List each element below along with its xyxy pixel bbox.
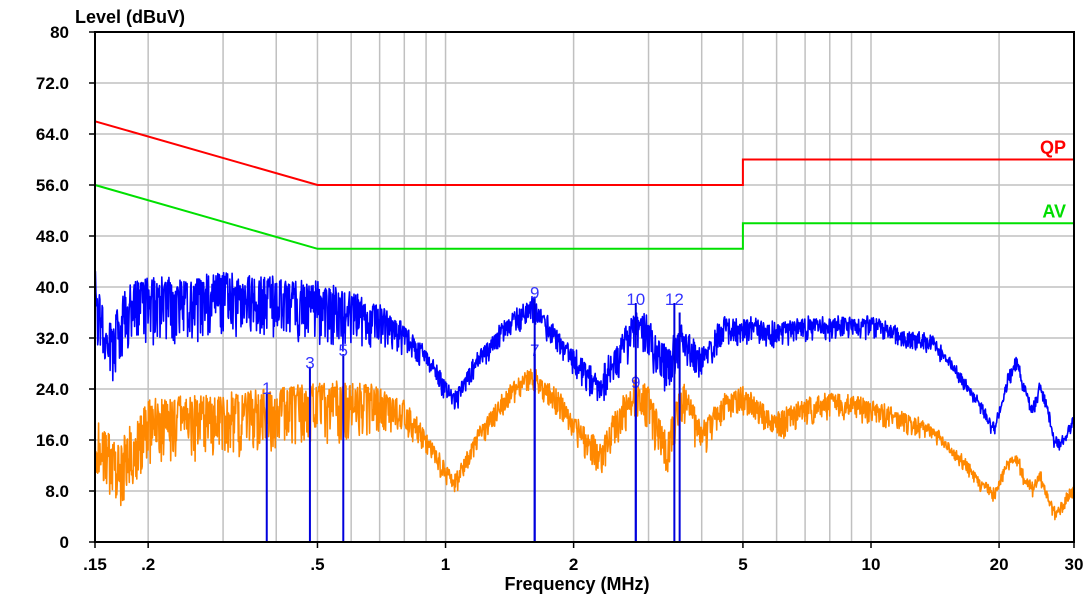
y-tick-labels: 0 8.0 16.0 24.0 32.0 40.0 48.0 56.0 64.0 72.0 80 (36, 23, 69, 552)
limit-label-av: AV (1042, 201, 1066, 221)
markers: 1357991012 (262, 284, 684, 542)
marker-label: 12 (665, 290, 684, 309)
limit-label-qp: QP (1040, 138, 1066, 158)
y-tick-label: 72.0 (36, 74, 69, 93)
y-tick-label: 0 (60, 533, 69, 552)
x-tick-label: 1 (441, 555, 450, 574)
x-tick-label: .15 (83, 555, 107, 574)
x-tick-label: .2 (141, 555, 155, 574)
y-tick-label: 40.0 (36, 278, 69, 297)
x-tick-label: 2 (569, 555, 578, 574)
marker-label: 10 (626, 290, 645, 309)
measurement-traces (94, 270, 1075, 521)
marker-label: 9 (530, 284, 539, 303)
limit-lines: QP AV (94, 120, 1074, 250)
y-tick-label: 24.0 (36, 380, 69, 399)
y-tick-label: 32.0 (36, 329, 69, 348)
y-tick-label: 16.0 (36, 431, 69, 450)
trace-line (94, 368, 1075, 521)
limit-line-qp (94, 120, 1074, 186)
x-tick-label: 30 (1065, 555, 1084, 574)
x-tick-label: 10 (862, 555, 881, 574)
x-tick-label: 5 (738, 555, 747, 574)
x-tick-labels: .15 .2 .5 1 2 5 10 20 30 (83, 555, 1083, 574)
limit-line-av (94, 184, 1074, 250)
y-tick-label: 8.0 (45, 482, 69, 501)
y-tick-label: 56.0 (36, 176, 69, 195)
plot-frame (89, 31, 1075, 548)
marker-label: 5 (339, 341, 348, 360)
trace-line (94, 270, 1075, 451)
x-tick-label: .5 (310, 555, 324, 574)
y-tick-label: 48.0 (36, 227, 69, 246)
marker-label: 1 (262, 379, 271, 398)
x-tick-label: 20 (990, 555, 1009, 574)
y-axis-title: Level (dBuV) (75, 7, 185, 27)
y-tick-label: 64.0 (36, 125, 69, 144)
marker-label: 3 (305, 354, 314, 373)
y-tick-label: 80 (50, 23, 69, 42)
x-axis-title: Frequency (MHz) (504, 574, 649, 594)
